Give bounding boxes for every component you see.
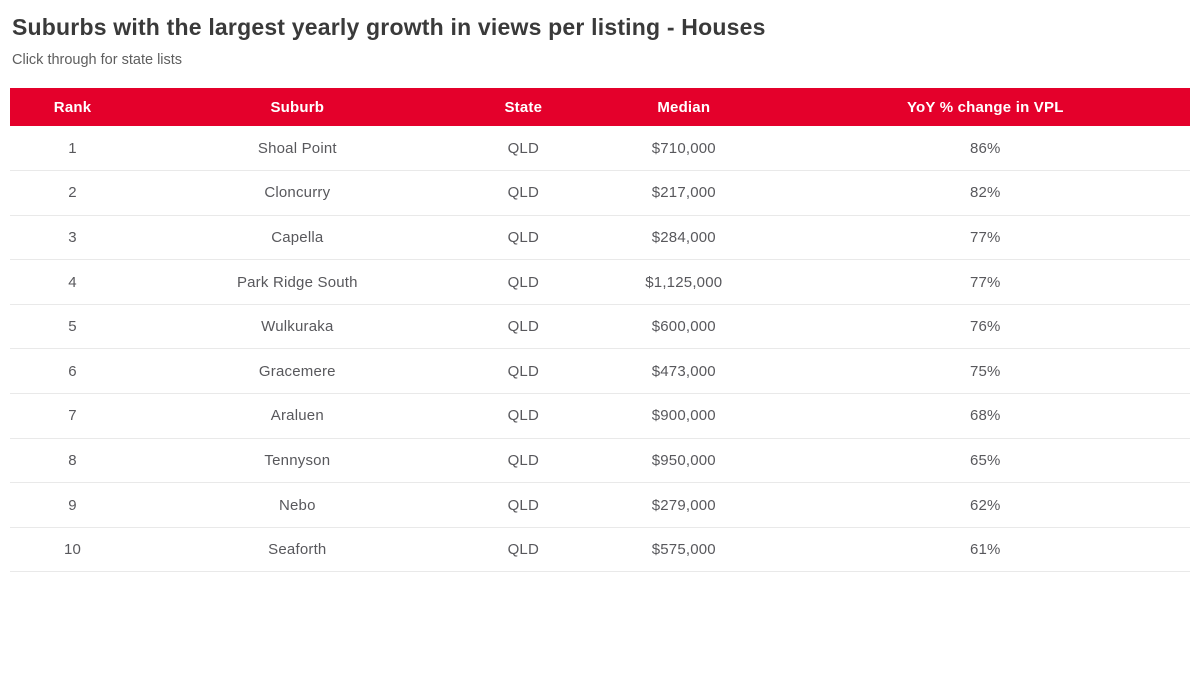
table-row: 9 Nebo QLD $279,000 62%: [10, 482, 1190, 528]
cell-rank: 8: [10, 438, 136, 484]
cell-state: QLD: [459, 259, 588, 305]
cell-state: QLD: [459, 170, 588, 216]
cell-rank: 9: [10, 482, 136, 528]
cell-state: QLD: [459, 126, 588, 172]
cell-suburb: Tennyson: [135, 438, 460, 484]
cell-suburb: Araluen: [135, 393, 460, 439]
table-row: 8 Tennyson QLD $950,000 65%: [10, 438, 1190, 484]
cell-yoy_pct_change_vpl: 65%: [780, 438, 1190, 484]
cell-yoy_pct_change_vpl: 77%: [780, 215, 1190, 261]
cell-suburb: Park Ridge South: [135, 259, 460, 305]
cell-state: QLD: [459, 438, 588, 484]
cell-rank: 7: [10, 393, 136, 439]
cell-suburb: Cloncurry: [135, 170, 460, 216]
cell-median: $279,000: [587, 482, 781, 528]
cell-yoy_pct_change_vpl: 82%: [780, 170, 1190, 216]
header-cell-yoy_pct_change_vpl: YoY % change in VPL: [780, 88, 1190, 126]
cell-yoy_pct_change_vpl: 77%: [780, 259, 1190, 305]
cell-median: $950,000: [587, 438, 781, 484]
table-row: 3 Capella QLD $284,000 77%: [10, 215, 1190, 261]
cell-rank: 3: [10, 215, 136, 261]
cell-rank: 5: [10, 304, 136, 350]
table-row: 1 Shoal Point QLD $710,000 86%: [10, 126, 1190, 172]
header-cell-suburb: Suburb: [135, 88, 460, 126]
table-row: 10 Seaforth QLD $575,000 61%: [10, 527, 1190, 573]
cell-yoy_pct_change_vpl: 62%: [780, 482, 1190, 528]
cell-suburb: Gracemere: [135, 348, 460, 395]
cell-median: $1,125,000: [587, 259, 781, 305]
table-row: 5 Wulkuraka QLD $600,000 76%: [10, 304, 1190, 350]
cell-median: $900,000: [587, 393, 781, 439]
cell-suburb: Capella: [135, 215, 460, 261]
cell-state: QLD: [459, 348, 588, 395]
cell-state: QLD: [459, 304, 588, 350]
header-cell-rank: Rank: [10, 88, 136, 126]
cell-rank: 6: [10, 348, 136, 395]
cell-yoy_pct_change_vpl: 76%: [780, 304, 1190, 350]
table-row: 4 Park Ridge South QLD $1,125,000 77%: [10, 259, 1190, 305]
cell-rank: 2: [10, 170, 136, 216]
page-subtitle: Click through for state lists: [12, 52, 183, 68]
cell-median: $710,000: [587, 126, 781, 172]
cell-median: $473,000: [587, 348, 781, 395]
cell-state: QLD: [459, 393, 588, 439]
table-body: 1 Shoal Point QLD $710,000 86% 2 Cloncurry QLD $…: [10, 126, 1190, 573]
cell-state: QLD: [459, 482, 588, 528]
cell-median: $575,000: [587, 527, 781, 573]
cell-suburb: Wulkuraka: [135, 304, 460, 350]
cell-yoy_pct_change_vpl: 75%: [780, 348, 1190, 395]
cell-median: $217,000: [587, 170, 781, 216]
cell-rank: 1: [10, 126, 136, 172]
cell-suburb: Nebo: [135, 482, 460, 528]
header-cell-median: Median: [587, 88, 781, 126]
cell-yoy_pct_change_vpl: 68%: [780, 393, 1190, 439]
table-row: 2 Cloncurry QLD $217,000 82%: [10, 170, 1190, 216]
table-header: Rank Suburb State Median YoY % change in VPL: [10, 88, 1190, 126]
cell-median: $600,000: [587, 304, 781, 350]
page-title: Suburbs with the largest yearly growth i…: [12, 14, 766, 40]
cell-suburb: Shoal Point: [135, 126, 460, 172]
cell-median: $284,000: [587, 215, 781, 261]
cell-state: QLD: [459, 215, 588, 261]
table-row: 6 Gracemere QLD $473,000 75%: [10, 348, 1190, 395]
table-header-row: Rank Suburb State Median YoY % change in VPL: [10, 88, 1190, 126]
cell-rank: 10: [10, 527, 136, 573]
cell-state: QLD: [459, 527, 588, 573]
cell-yoy_pct_change_vpl: 61%: [780, 527, 1190, 573]
table-row: 7 Araluen QLD $900,000 68%: [10, 393, 1190, 439]
cell-rank: 4: [10, 259, 136, 305]
cell-suburb: Seaforth: [135, 527, 460, 573]
page: Suburbs with the largest yearly growth i…: [0, 13, 1200, 573]
growth-table: Rank Suburb State Median YoY % change in VPL…: [10, 88, 1190, 573]
cell-yoy_pct_change_vpl: 86%: [780, 126, 1190, 172]
header-cell-state: State: [459, 88, 588, 126]
